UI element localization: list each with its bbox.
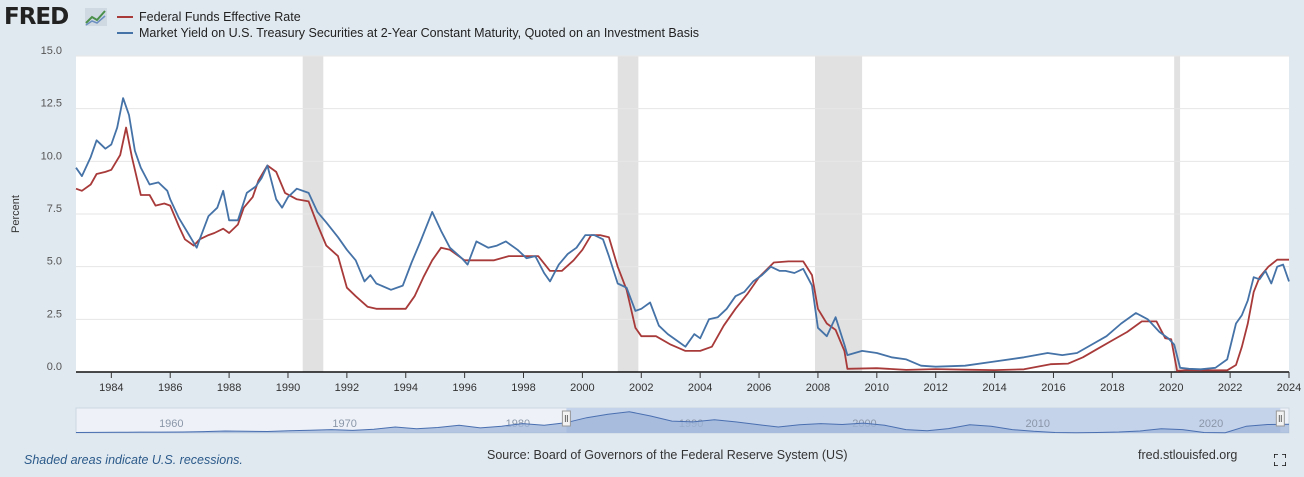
chart-line-icon: [85, 8, 107, 26]
navigator-tick-label: 2020: [1199, 418, 1223, 430]
legend-entry[interactable]: Market Yield on U.S. Treasury Securities…: [117, 25, 699, 41]
x-tick-label: 1992: [335, 382, 359, 394]
chart-legend: Federal Funds Effective Rate Market Yield…: [117, 9, 699, 41]
drag-handle-icon[interactable]: [561, 410, 571, 427]
y-tick-label: 2.5: [47, 308, 62, 320]
chart-area: 0.0 2.5 5.0 7.5 10.0 12.5 15.0 1984 1986 1988 1990…: [10, 45, 1301, 434]
x-tick-label: 1998: [511, 382, 535, 394]
fullscreen-icon[interactable]: [1274, 454, 1286, 466]
recession-note: Shaded areas indicate U.S. recessions.: [24, 453, 243, 467]
navigator-tick-label: 1970: [332, 418, 356, 430]
source-url[interactable]: fred.stlouisfed.org: [1138, 448, 1238, 462]
x-tick-label: 2004: [688, 382, 712, 394]
x-tick-label: 1986: [158, 382, 182, 394]
drag-handle-icon[interactable]: [1275, 410, 1285, 427]
navigator-line: [75, 411, 1290, 434]
y-tick-label: 15.0: [41, 45, 62, 57]
x-tick-label: 1994: [394, 382, 418, 394]
y-tick-label: 0.0: [47, 361, 62, 373]
x-tick-label: 2016: [1041, 382, 1065, 394]
x-tick-label: 2018: [1100, 382, 1124, 394]
legend-label: Federal Funds Effective Rate: [139, 10, 301, 24]
legend-label: Market Yield on U.S. Treasury Securities…: [139, 26, 699, 40]
navigator-tick-label: 2010: [1025, 418, 1049, 430]
x-tick-label: 1990: [276, 382, 300, 394]
source-citation: Source: Board of Governors of the Federa…: [487, 448, 848, 462]
drag-handle-body: [561, 410, 571, 427]
x-tick-label: 2006: [747, 382, 771, 394]
drag-handle-body: [1275, 410, 1285, 427]
x-tick-label: 1984: [99, 382, 123, 394]
x-tick-label: 2024: [1277, 382, 1301, 394]
y-tick-label: 10.0: [41, 150, 62, 162]
x-tick-label: 2002: [629, 382, 653, 394]
legend-entry[interactable]: Federal Funds Effective Rate: [117, 9, 699, 25]
fred-logo: FRED: [4, 4, 69, 30]
x-tick-label: 1996: [452, 382, 476, 394]
legend-swatch: [117, 16, 133, 18]
series-line-fed-funds: [75, 126, 1289, 372]
x-tick-label: 2014: [982, 382, 1006, 394]
x-tick-label: 2008: [806, 382, 830, 394]
x-tick-label: 2000: [570, 382, 594, 394]
navigator-tick-label: 1960: [159, 418, 183, 430]
y-tick-label: 7.5: [47, 203, 62, 215]
x-tick-label: 2022: [1218, 382, 1242, 394]
x-tick-label: 1988: [217, 382, 241, 394]
navigator-area: [76, 411, 1289, 433]
y-tick-label: 12.5: [41, 98, 62, 110]
y-tick-label: 5.0: [47, 256, 62, 268]
x-tick-label: 2010: [865, 382, 889, 394]
x-tick-label: 2012: [923, 382, 947, 394]
series-line-treasury-2y: [75, 97, 1290, 371]
y-axis-label: Percent: [10, 195, 22, 233]
legend-swatch: [117, 32, 133, 34]
x-tick-label: 2020: [1159, 382, 1183, 394]
